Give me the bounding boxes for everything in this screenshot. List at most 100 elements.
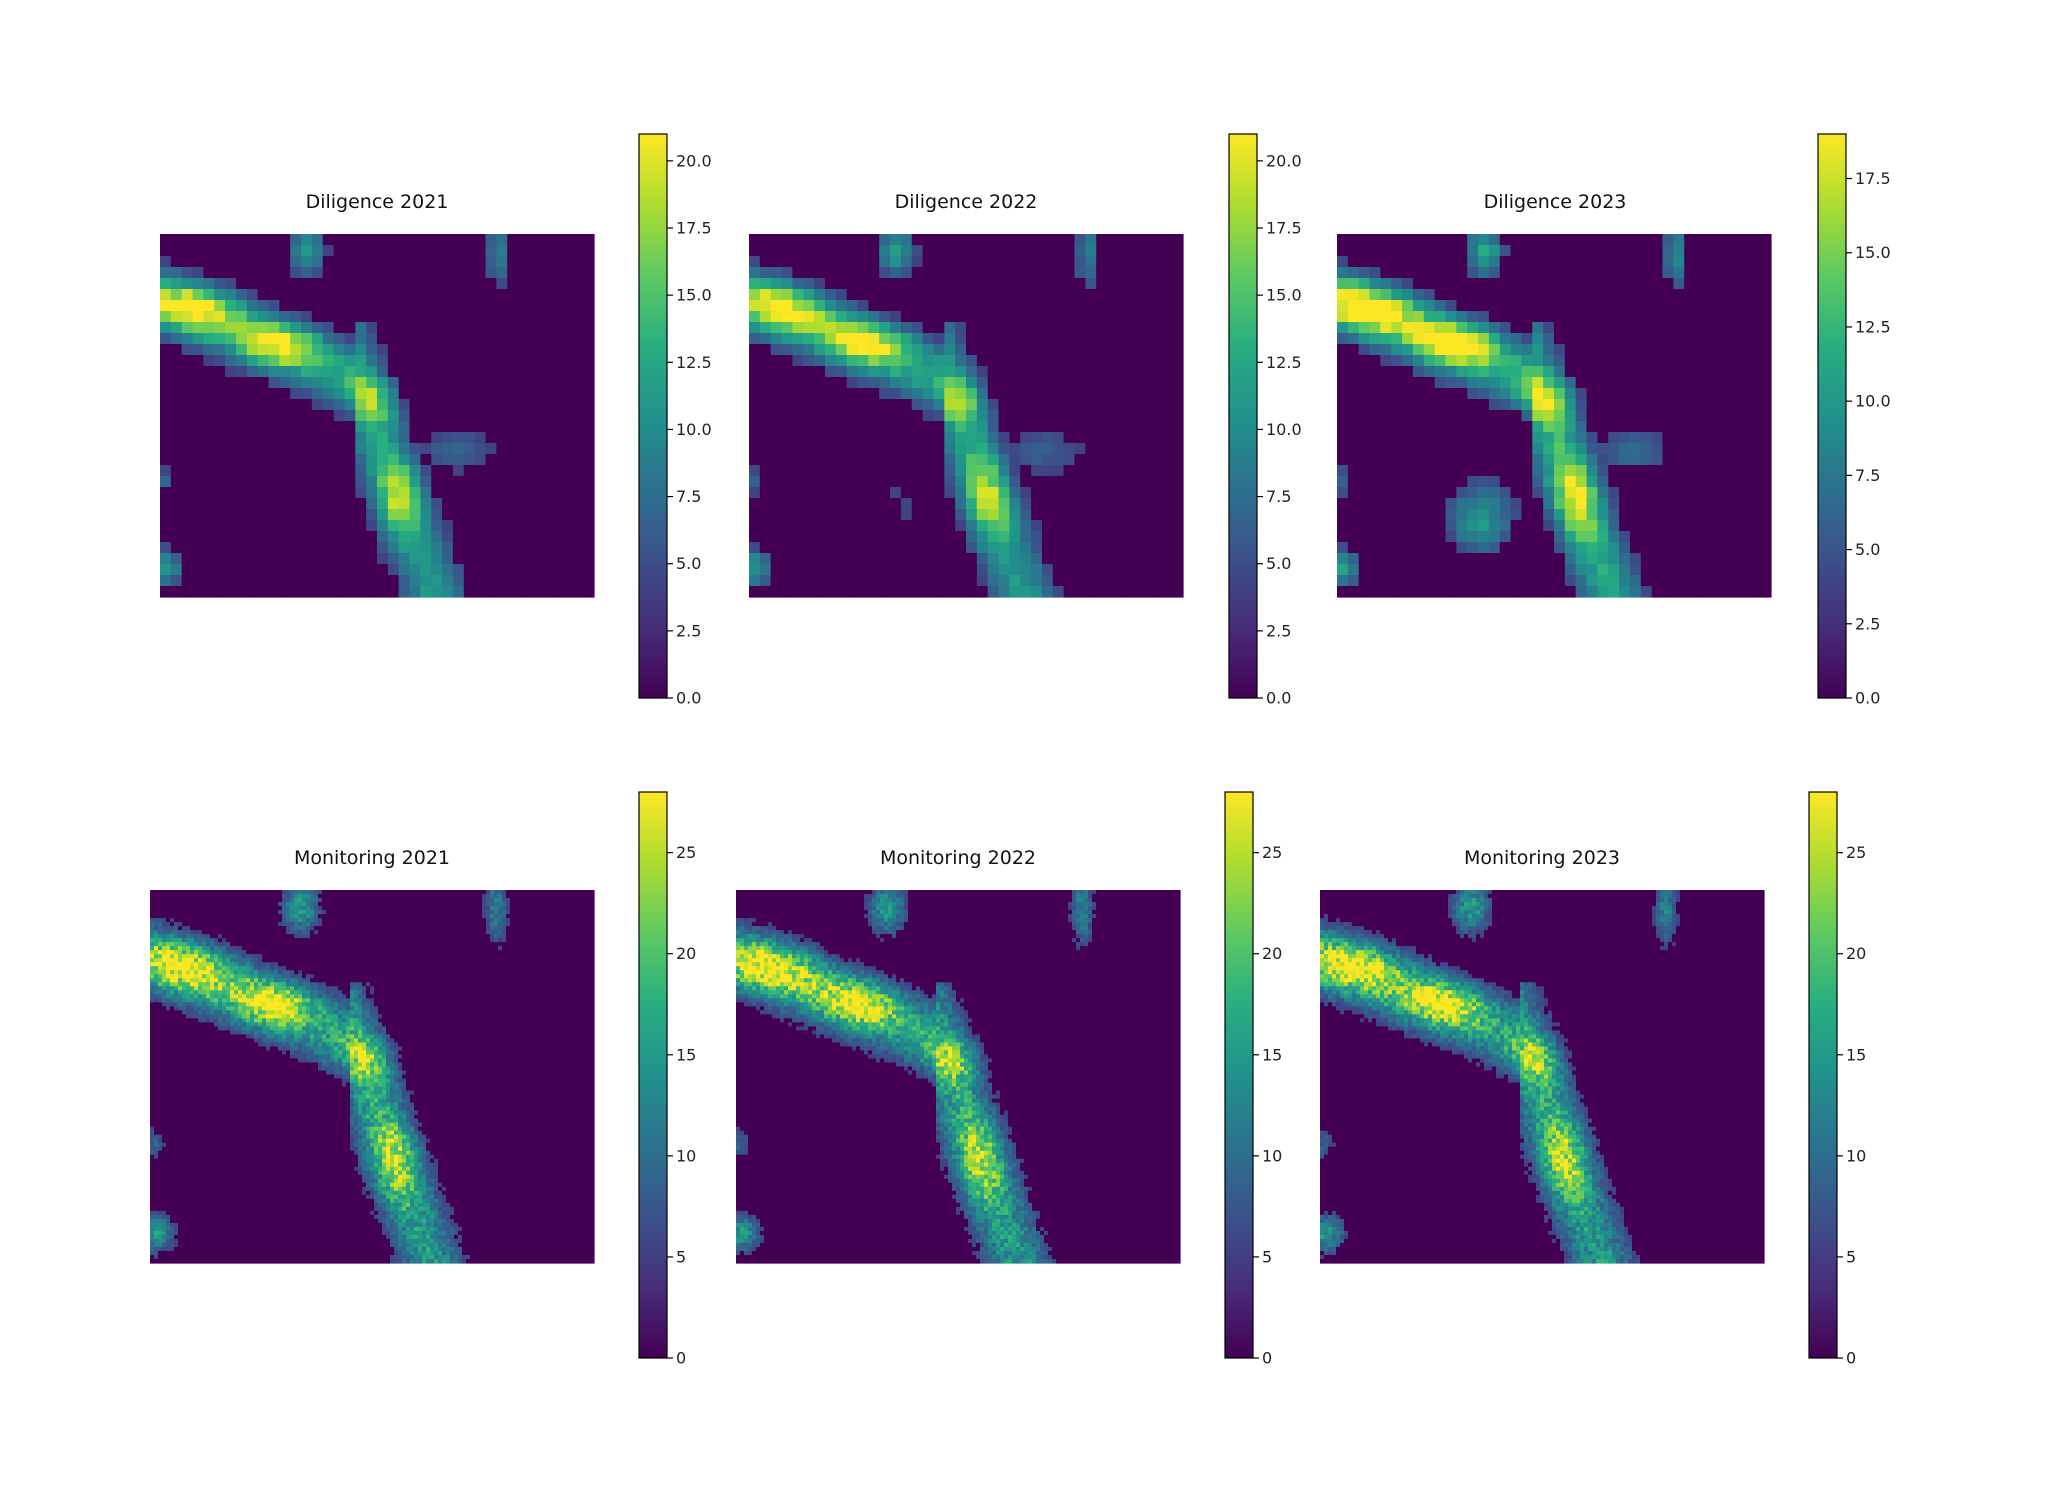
heatmap-cell (901, 366, 912, 378)
heatmap-cell (486, 245, 497, 257)
heatmap-cell (1085, 322, 1096, 334)
heatmap-cell (1728, 355, 1739, 367)
heatmap-cell (847, 289, 858, 301)
heatmap-cell (410, 487, 421, 499)
heatmap-cell (1478, 278, 1489, 290)
heatmap-cell (214, 586, 225, 598)
heatmap-cell (1053, 476, 1064, 488)
heatmap-cell (355, 443, 366, 455)
heatmap-cell (1576, 443, 1587, 455)
heatmap-cell (1652, 421, 1663, 433)
heatmap-cell (1684, 267, 1695, 279)
heatmap-cell (312, 487, 323, 499)
heatmap-cell (923, 256, 934, 268)
heatmap-cell (814, 432, 825, 444)
heatmap-cell (1064, 476, 1075, 488)
heatmap-cell (366, 421, 377, 433)
heatmap-cell (771, 377, 782, 389)
heatmap-cell (193, 256, 204, 268)
heatmap-cell (236, 465, 247, 477)
heatmap-cell (1728, 234, 1739, 246)
heatmap-cell (749, 278, 760, 290)
colorbar-tick-label: 10.0 (676, 420, 712, 439)
heatmap-cell (749, 421, 760, 433)
heatmap-cell (825, 432, 836, 444)
heatmap-cell (1749, 366, 1760, 378)
heatmap-cell (1630, 443, 1641, 455)
heatmap-cell (1521, 377, 1532, 389)
heatmap-cell (1521, 267, 1532, 279)
heatmap-cell (572, 333, 583, 345)
heatmap-cell (399, 388, 410, 400)
heatmap-cell (749, 564, 760, 576)
heatmap-cell (1576, 454, 1587, 466)
heatmap-cell (572, 520, 583, 532)
heatmap-cell (1413, 476, 1424, 488)
heatmap-cell (496, 443, 507, 455)
heatmap-cell (825, 498, 836, 510)
heatmap-cell (1543, 476, 1554, 488)
heatmap-cell (1370, 322, 1381, 334)
heatmap-cell (825, 443, 836, 455)
heatmap-cell (551, 520, 562, 532)
heatmap-cell (225, 531, 236, 543)
heatmap-cell (1554, 234, 1565, 246)
heatmap-cell (792, 355, 803, 367)
heatmap-cell (290, 586, 301, 598)
heatmap-cell (1020, 564, 1031, 576)
heatmap-cell (279, 454, 290, 466)
heatmap-cell (923, 245, 934, 257)
heatmap-cell (1467, 421, 1478, 433)
heatmap-cell (1009, 531, 1020, 543)
heatmap-cell (1370, 465, 1381, 477)
heatmap-cell (847, 267, 858, 279)
heatmap-cell (923, 311, 934, 323)
heatmap-cell (1140, 256, 1151, 268)
heatmap-cell (1738, 443, 1749, 455)
heatmap-cell (1608, 388, 1619, 400)
heatmap-cell (868, 399, 879, 411)
heatmap-cell (999, 410, 1010, 422)
heatmap-cell (1042, 366, 1053, 378)
heatmap-cell (1031, 256, 1042, 268)
heatmap-cell (301, 498, 312, 510)
heatmap-cell (782, 586, 793, 598)
heatmap-cell (1424, 432, 1435, 444)
heatmap-cell (1150, 311, 1161, 323)
heatmap-cell (771, 454, 782, 466)
heatmap-cell (388, 289, 399, 301)
heatmap-cell (1402, 366, 1413, 378)
heatmap-cell (1150, 421, 1161, 433)
heatmap-cell (1424, 333, 1435, 345)
heatmap-cell (1749, 454, 1760, 466)
heatmap-cell (1172, 388, 1183, 400)
heatmap-cell (1695, 267, 1706, 279)
heatmap-cell (1107, 344, 1118, 356)
heatmap-cell (496, 553, 507, 565)
heatmap-cell (171, 509, 182, 521)
heatmap-cell (572, 553, 583, 565)
heatmap-cell (868, 234, 879, 246)
heatmap-cell (1118, 267, 1129, 279)
heatmap-cell (1337, 399, 1348, 411)
heatmap-cell (1673, 421, 1684, 433)
heatmap-cell (1424, 322, 1435, 334)
heatmap-cell (901, 267, 912, 279)
heatmap-cell (323, 267, 334, 279)
heatmap-cell (955, 333, 966, 345)
heatmap-cell (782, 410, 793, 422)
heatmap-cell (366, 498, 377, 510)
heatmap-cell (814, 278, 825, 290)
heatmap-cell (999, 322, 1010, 334)
heatmap-cell (561, 454, 572, 466)
heatmap-cell (1435, 300, 1446, 312)
heatmap-cell (1009, 454, 1020, 466)
heatmap-cell (572, 586, 583, 598)
heatmap-cell (933, 311, 944, 323)
heatmap-cell (1150, 432, 1161, 444)
heatmap-cell (160, 498, 171, 510)
heatmap-cell (171, 377, 182, 389)
heatmap-cell (1446, 344, 1457, 356)
heatmap-cell (858, 432, 869, 444)
heatmap-cell (999, 333, 1010, 345)
